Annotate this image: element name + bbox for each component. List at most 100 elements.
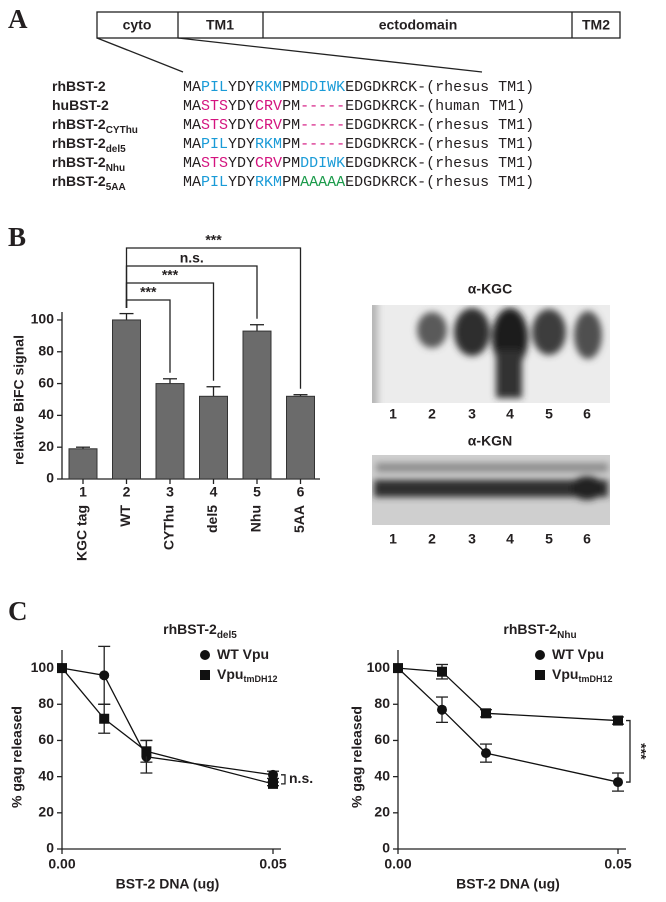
panel-label: B — [8, 222, 26, 252]
sequence-segment: PM — [282, 174, 300, 191]
sequence-segment: DDIWK — [300, 155, 345, 172]
sequence-segment: PM — [282, 79, 300, 96]
sequence-segment: YDY — [228, 117, 255, 134]
sequence-name-subscript: del5 — [106, 144, 126, 155]
lane-label: 2 — [428, 406, 436, 422]
domain-label: ectodomain — [379, 17, 458, 33]
marker — [57, 663, 67, 674]
marker — [613, 715, 623, 726]
sequence-segment: PIL — [201, 136, 228, 153]
y-tick-label: 20 — [38, 438, 54, 454]
sequence: MAPILYDYRKMPMAAAAAEDGDKRCK-(rhesus TM1) — [183, 174, 534, 191]
zoom-line — [177, 37, 483, 73]
sequence-segment: RKM — [255, 79, 282, 96]
blot-image — [372, 305, 610, 403]
x-tick-label: 0.00 — [48, 856, 75, 872]
bar — [199, 395, 228, 480]
y-tick-label: 60 — [38, 731, 54, 747]
legend-label-main: Vpu — [552, 666, 578, 682]
x-tick-label: Nhu — [248, 505, 264, 532]
chart-title: rhBST-2Nhu — [503, 621, 576, 641]
category-number: 1 — [79, 484, 87, 500]
legend-label: VputmDH12 — [217, 666, 277, 685]
y-tick-label: 100 — [367, 659, 391, 675]
sequence-name-main: rhBST-2 — [52, 116, 106, 132]
sequence-name-subscript: Nhu — [106, 163, 125, 174]
sequence-segment: STS — [201, 117, 228, 134]
sequence-segment: MA — [183, 136, 201, 153]
x-tick-label: WT — [117, 505, 133, 527]
zoom-line — [96, 37, 184, 73]
marker — [99, 713, 110, 724]
sequence-segment: MA — [183, 117, 201, 134]
blot-band — [574, 311, 602, 359]
sequence-segment: ----- — [300, 117, 345, 134]
marker — [535, 670, 545, 680]
y-axis-label: relative BiFC signal — [11, 335, 27, 465]
marker — [268, 778, 278, 789]
category-number: 4 — [210, 484, 218, 500]
marker — [437, 704, 447, 715]
sequence-segment: EDGDKRCK-(rhesus TM1) — [345, 79, 534, 96]
sequence-segment: PM — [282, 155, 300, 172]
sequence-segment: PM — [282, 136, 300, 153]
category-number: 5 — [253, 484, 261, 500]
bar — [68, 448, 98, 480]
blot-band — [376, 463, 608, 472]
sequence-segment: PM — [282, 117, 300, 134]
marker — [535, 650, 545, 660]
blot-band — [454, 308, 490, 356]
blot-band — [571, 476, 603, 500]
series-line — [61, 667, 274, 785]
sequence-segment: CRV — [255, 98, 282, 115]
x-tick-label: del5 — [204, 505, 220, 533]
series-line — [397, 667, 619, 722]
series-line — [397, 667, 619, 783]
sequence-segment: CRV — [255, 117, 282, 134]
y-tick-label: 40 — [374, 767, 390, 783]
significance-bracket — [125, 299, 171, 373]
y-axis-label: % gag released — [349, 706, 365, 808]
x-tick-label: CYThu — [161, 505, 177, 550]
lane-label: 5 — [545, 531, 553, 547]
sequence-name-subscript: CYThu — [106, 125, 138, 136]
marker — [613, 777, 623, 788]
x-tick-label: KGC tag — [74, 505, 90, 561]
x-axis-label: BST-2 DNA (ug) — [456, 876, 560, 892]
significance-label: *** — [205, 232, 222, 248]
blot-smear — [496, 350, 522, 398]
x-axis-label: BST-2 DNA (ug) — [116, 876, 220, 892]
sequence-segment: EDGDKRCK-(rhesus TM1) — [345, 136, 534, 153]
lane-label: 6 — [583, 406, 591, 422]
sequence-name-subscript: 5AA — [106, 182, 126, 193]
sequence-segment: AAAAA — [300, 174, 345, 191]
sequence: MAPILYDYRKMPMDDIWKEDGDKRCK-(rhesus TM1) — [183, 79, 534, 96]
significance-label: *** — [633, 743, 649, 760]
significance-bracket — [281, 774, 286, 785]
sequence-segment: PM — [282, 98, 300, 115]
lane-label: 6 — [583, 531, 591, 547]
sequence-segment: YDY — [228, 136, 255, 153]
sequence: MASTSYDYCRVPMDDIWKEDGDKRCK-(rhesus TM1) — [183, 155, 534, 172]
sequence-segment: ----- — [300, 136, 345, 153]
blot-edge — [372, 305, 378, 403]
legend-label-main: Vpu — [217, 666, 243, 682]
category-number: 2 — [123, 484, 131, 500]
x-tick-label: 0.05 — [259, 856, 286, 872]
legend-label: WT Vpu — [552, 646, 604, 662]
sequence-name-main: rhBST-2 — [52, 135, 106, 151]
category-number: 3 — [166, 484, 174, 500]
sequence-segment: PIL — [201, 79, 228, 96]
legend-label-main: WT Vpu — [552, 646, 604, 662]
y-tick-label: 100 — [31, 311, 55, 327]
lane-label: 5 — [545, 406, 553, 422]
blot-bands — [372, 305, 602, 403]
blot-title: α-KGC — [468, 281, 512, 297]
y-tick-label: 60 — [374, 731, 390, 747]
sequence-segment: PIL — [201, 174, 228, 191]
y-tick-label: 40 — [38, 406, 54, 422]
bar — [286, 395, 315, 480]
blot-band — [417, 312, 447, 348]
significance-bracket — [626, 719, 631, 783]
blot-background — [372, 305, 610, 403]
